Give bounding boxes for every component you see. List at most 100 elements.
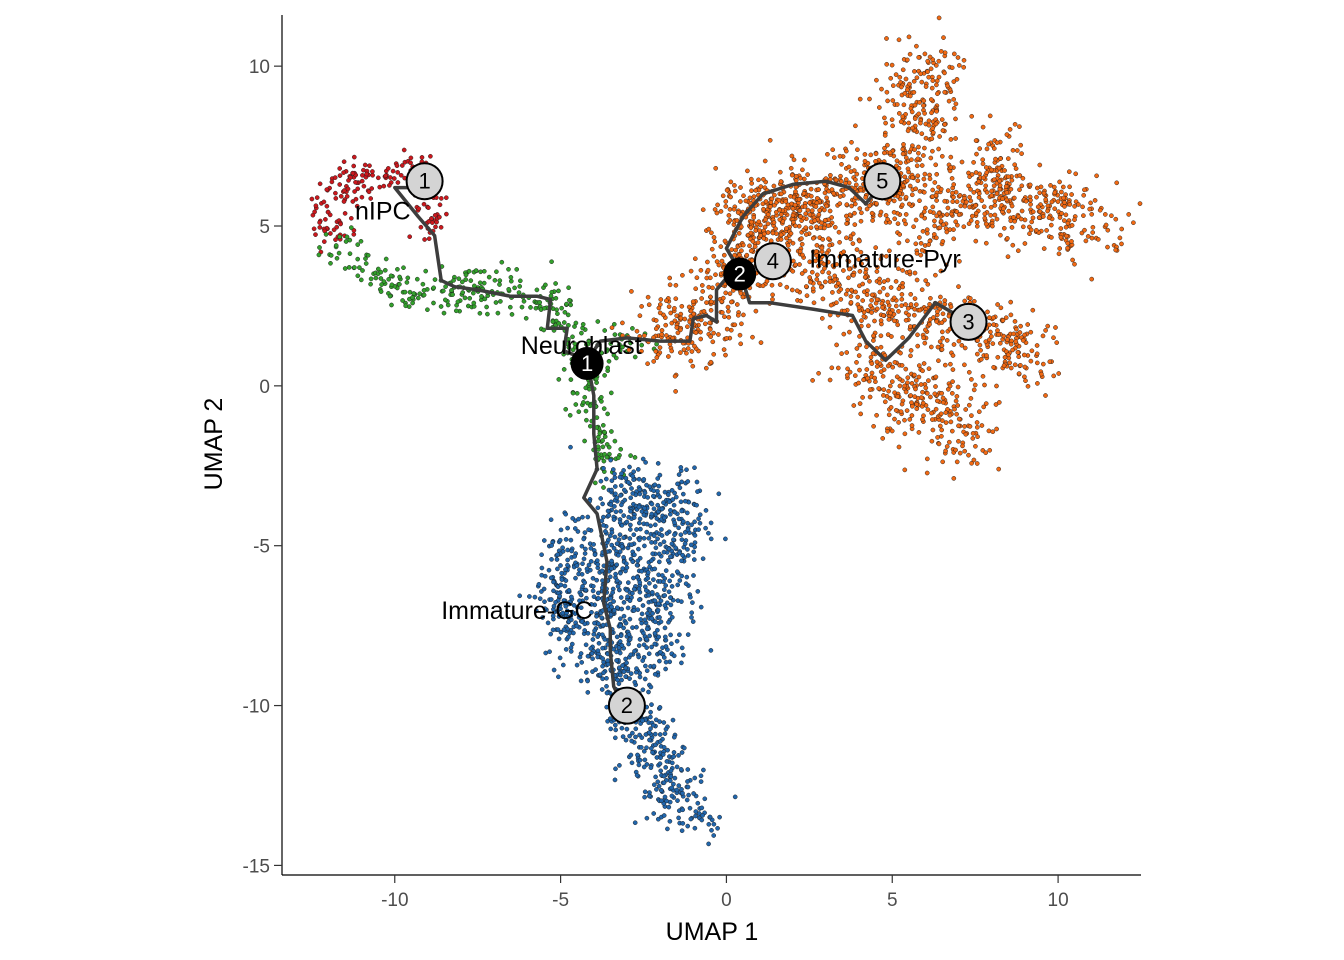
cell-point [909, 192, 915, 198]
cell-point [955, 55, 961, 60]
cell-point [901, 142, 906, 147]
cell-point [698, 604, 704, 610]
cell-point [676, 525, 681, 531]
x-tick-label: -5 [552, 890, 569, 911]
cell-point [980, 161, 986, 167]
cell-point [745, 168, 750, 174]
cell-point [907, 51, 913, 57]
cell-point [667, 818, 673, 824]
cell-point [674, 313, 680, 319]
cell-point [688, 816, 694, 822]
cell-point [792, 202, 798, 208]
cell-point [548, 631, 554, 637]
cell-point [893, 279, 899, 284]
cell-point [934, 319, 939, 324]
branch-node: 1 [570, 347, 604, 380]
cell-point [589, 651, 595, 656]
x-tick-label: -10 [381, 890, 408, 911]
cell-point [1055, 199, 1061, 204]
cell-point [751, 194, 757, 199]
cell-point [407, 234, 413, 240]
cell-point [574, 563, 580, 568]
cell-point [914, 401, 920, 407]
cell-point [612, 534, 618, 540]
cell-point [1073, 171, 1079, 177]
cell-point [986, 428, 992, 434]
cell-point [689, 615, 694, 620]
cell-point [778, 232, 784, 238]
cell-point [368, 276, 374, 282]
cell-point [930, 204, 936, 210]
cell-point [599, 399, 604, 404]
cell-point [651, 506, 657, 512]
cell-point [676, 783, 682, 788]
cell-point [478, 269, 483, 275]
cell-point [762, 158, 768, 164]
cell-point [636, 762, 642, 768]
cell-point [608, 457, 614, 463]
cell-point [769, 282, 775, 288]
cell-point [613, 571, 618, 577]
cell-point [885, 429, 890, 434]
cell-point [970, 431, 976, 436]
cell-point [1038, 184, 1044, 190]
cell-point [857, 96, 863, 102]
cell-point [630, 590, 635, 596]
cell-point [672, 775, 678, 781]
outcome-node-label: 4 [767, 249, 779, 274]
cell-point [1090, 224, 1096, 230]
cell-point [597, 672, 603, 678]
cell-point [902, 174, 908, 180]
cell-point [945, 83, 950, 89]
cell-point [949, 390, 955, 396]
cell-point [994, 426, 999, 432]
cell-point [351, 232, 357, 237]
cell-point [984, 146, 990, 152]
cell-point [878, 344, 884, 350]
cell-point [628, 340, 633, 346]
cell-point [497, 278, 503, 283]
cell-point [1030, 209, 1036, 215]
cell-point [802, 268, 808, 274]
cell-point [932, 218, 937, 224]
cell-point [375, 175, 381, 181]
cell-point [1057, 246, 1063, 251]
cell-point [891, 209, 897, 215]
cell-point [902, 90, 908, 96]
cell-point [896, 165, 902, 171]
cell-point [933, 121, 939, 127]
cell-point [974, 424, 980, 430]
cell-point [563, 578, 569, 583]
cell-point [920, 228, 926, 234]
cell-point [814, 272, 820, 278]
cell-point [1069, 239, 1074, 244]
cell-point [416, 206, 422, 212]
cell-point [797, 208, 803, 213]
cell-point [659, 331, 665, 337]
cell-point [581, 556, 587, 562]
cell-point [618, 446, 624, 452]
cell-point [974, 351, 980, 357]
cell-point [637, 516, 643, 522]
cell-point [667, 511, 673, 517]
cell-point [738, 341, 744, 347]
cell-point [1094, 173, 1099, 179]
cell-point [981, 404, 987, 410]
cell-point [1043, 328, 1048, 333]
cell-point [1001, 225, 1007, 231]
cell-point [555, 552, 561, 557]
cell-point [658, 598, 664, 604]
cell-point [506, 286, 512, 292]
cell-point [599, 568, 605, 574]
cell-point [820, 237, 826, 242]
cell-point [776, 197, 782, 203]
cell-point [841, 268, 846, 273]
cell-point [887, 383, 893, 389]
cell-point [917, 307, 923, 313]
cell-point [592, 620, 597, 626]
cell-point [565, 312, 571, 318]
cell-point [719, 310, 725, 315]
cell-point [927, 322, 932, 327]
cell-point [1028, 227, 1034, 233]
cell-point [857, 342, 863, 348]
